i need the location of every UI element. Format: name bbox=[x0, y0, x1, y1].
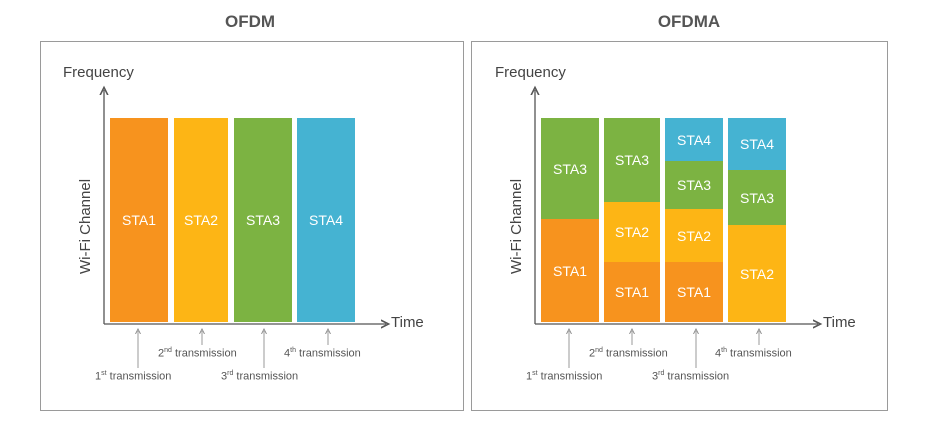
ofdma-c1-sta3: STA3 bbox=[541, 118, 599, 219]
ofdma-tx-4: 4th transmission bbox=[715, 347, 792, 360]
ofdma-frequency-label: Frequency bbox=[495, 64, 566, 81]
ofdm-time-label: Time bbox=[391, 314, 424, 331]
ofdm-tx-3: 3rd transmission bbox=[221, 370, 299, 383]
ofdma-c1-sta1: STA1 bbox=[541, 219, 599, 322]
ofdm-block-sta2: STA2 bbox=[174, 118, 228, 322]
ofdma-title: OFDMA bbox=[657, 12, 721, 31]
ofdma-c3-sta1: STA1 bbox=[665, 262, 723, 322]
ofdm-block-sta4: STA4 bbox=[297, 118, 355, 322]
ofdma-panel bbox=[471, 41, 888, 411]
ofdma-time-label: Time bbox=[823, 314, 856, 331]
ofdma-c4-sta3: STA3 bbox=[728, 170, 786, 225]
ofdma-channel-label: Wi-Fi Channel bbox=[508, 178, 525, 274]
ofdm-title: OFDM bbox=[224, 12, 276, 31]
ofdma-c2-sta3: STA3 bbox=[604, 118, 660, 202]
ofdm-channel-label: Wi-Fi Channel bbox=[77, 178, 94, 274]
ofdm-panel bbox=[40, 41, 464, 411]
ofdma-c4-sta2: STA2 bbox=[728, 225, 786, 322]
ofdm-frequency-label: Frequency bbox=[63, 64, 134, 81]
ofdma-tx-1: 1st transmission bbox=[526, 370, 603, 383]
ofdma-tx-2: 2nd transmission bbox=[589, 347, 668, 360]
ofdma-c2-sta1: STA1 bbox=[604, 262, 660, 322]
ofdm-tx-1: 1st transmission bbox=[95, 370, 172, 383]
ofdma-c3-sta4: STA4 bbox=[665, 118, 723, 161]
ofdma-tx-3: 3rd transmission bbox=[652, 370, 730, 383]
ofdm-tx-4: 4th transmission bbox=[284, 347, 361, 360]
ofdm-tx-2: 2nd transmission bbox=[158, 347, 237, 360]
ofdm-block-sta3: STA3 bbox=[234, 118, 292, 322]
ofdma-c2-sta2: STA2 bbox=[604, 202, 660, 262]
ofdma-c3-sta2: STA2 bbox=[665, 209, 723, 262]
ofdma-c4-sta4: STA4 bbox=[728, 118, 786, 170]
ofdma-c3-sta3: STA3 bbox=[665, 161, 723, 209]
ofdm-block-sta1: STA1 bbox=[110, 118, 168, 322]
